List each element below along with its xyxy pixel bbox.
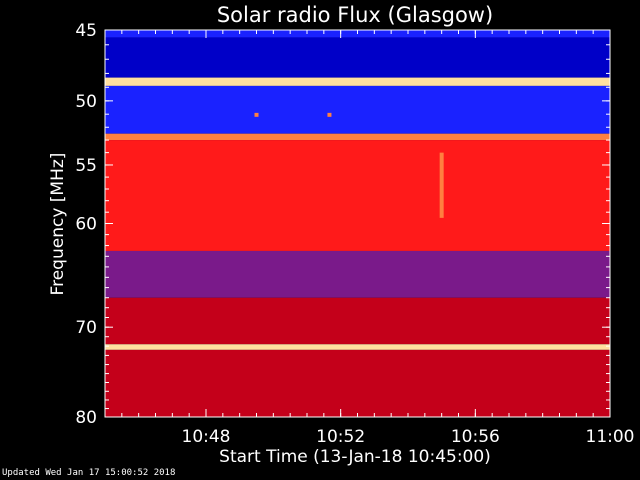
- frequency-band: [105, 297, 610, 345]
- frequency-band: [105, 133, 610, 141]
- x-tick-label: 11:00: [586, 427, 635, 447]
- frequency-band: [105, 349, 610, 417]
- burst-event: [254, 112, 259, 117]
- frequency-band: [105, 140, 610, 251]
- y-tick-label: 55: [75, 156, 97, 176]
- plot-area: [105, 30, 610, 417]
- frequency-band: [105, 250, 610, 298]
- x-axis-label: Start Time (13-Jan-18 10:45:00): [219, 447, 491, 467]
- x-tick-label: 10:56: [451, 427, 500, 447]
- y-tick-label: 70: [75, 318, 97, 338]
- chart-title: Solar radio Flux (Glasgow): [217, 3, 493, 27]
- burst-event: [439, 152, 444, 218]
- x-tick-label: 10:52: [316, 427, 365, 447]
- frequency-band: [105, 77, 610, 86]
- y-tick-label: 50: [75, 92, 97, 112]
- x-tick-label: 10:48: [182, 427, 231, 447]
- y-tick-label: 60: [75, 215, 97, 235]
- y-axis-label: Frequency [MHz]: [48, 153, 68, 296]
- y-tick-label: 80: [75, 408, 97, 428]
- burst-event: [327, 112, 332, 117]
- axes: 45 50 55 60 70 80 10:48 10:52 10:56 11:00: [75, 21, 634, 447]
- frequency-band: [105, 37, 610, 78]
- y-tick-label: 45: [75, 21, 97, 41]
- frequency-band: [105, 85, 610, 134]
- updated-timestamp: Updated Wed Jan 17 15:00:52 2018: [2, 468, 176, 478]
- frequency-band: [105, 344, 610, 350]
